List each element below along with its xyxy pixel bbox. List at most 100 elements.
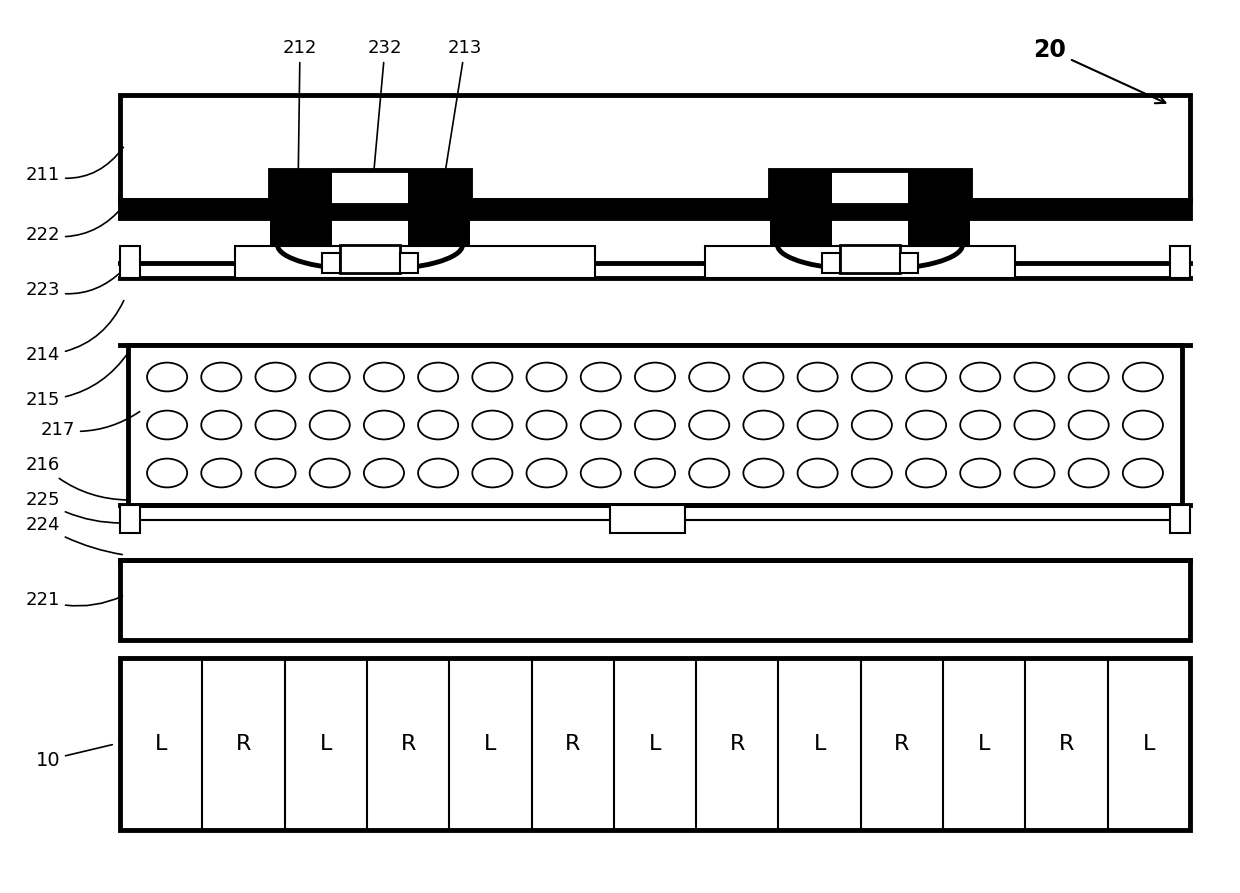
- Bar: [1171, 246, 1190, 278]
- Bar: [770, 170, 832, 255]
- Bar: [120, 246, 140, 278]
- Text: 212: 212: [283, 39, 317, 189]
- Bar: [236, 246, 595, 278]
- Text: 10: 10: [36, 745, 113, 770]
- Ellipse shape: [797, 411, 838, 439]
- Ellipse shape: [852, 459, 892, 488]
- Ellipse shape: [363, 363, 404, 391]
- Ellipse shape: [201, 459, 242, 488]
- Bar: [900, 253, 918, 273]
- Ellipse shape: [201, 363, 242, 391]
- Ellipse shape: [418, 459, 459, 488]
- Bar: [120, 658, 1190, 830]
- Text: 214: 214: [26, 301, 124, 364]
- Ellipse shape: [472, 459, 512, 488]
- Text: R: R: [1059, 734, 1074, 754]
- Text: 215: 215: [26, 353, 129, 409]
- Bar: [128, 345, 1182, 505]
- Ellipse shape: [1069, 459, 1109, 488]
- Text: L: L: [649, 734, 661, 754]
- Ellipse shape: [852, 363, 892, 391]
- Text: 217: 217: [41, 412, 140, 439]
- Ellipse shape: [635, 459, 675, 488]
- Ellipse shape: [1069, 411, 1109, 439]
- Ellipse shape: [580, 411, 621, 439]
- Ellipse shape: [797, 363, 838, 391]
- Ellipse shape: [148, 363, 187, 391]
- Bar: [822, 253, 839, 273]
- Text: R: R: [729, 734, 745, 754]
- Text: L: L: [813, 734, 826, 754]
- Ellipse shape: [1123, 363, 1163, 391]
- Bar: [706, 246, 1016, 278]
- Ellipse shape: [310, 411, 350, 439]
- Bar: [120, 95, 1190, 200]
- Bar: [120, 505, 140, 533]
- Ellipse shape: [906, 459, 946, 488]
- Ellipse shape: [255, 363, 295, 391]
- Ellipse shape: [1014, 459, 1054, 488]
- Ellipse shape: [689, 459, 729, 488]
- Text: L: L: [1142, 734, 1154, 754]
- Ellipse shape: [310, 363, 350, 391]
- Ellipse shape: [255, 459, 295, 488]
- Text: R: R: [565, 734, 580, 754]
- Ellipse shape: [472, 363, 512, 391]
- Ellipse shape: [148, 459, 187, 488]
- Ellipse shape: [1069, 363, 1109, 391]
- Ellipse shape: [689, 411, 729, 439]
- Ellipse shape: [689, 363, 729, 391]
- Bar: [1171, 505, 1190, 533]
- Ellipse shape: [310, 459, 350, 488]
- Ellipse shape: [201, 411, 242, 439]
- Ellipse shape: [960, 411, 1001, 439]
- Ellipse shape: [743, 459, 784, 488]
- Bar: [908, 170, 970, 255]
- Text: L: L: [978, 734, 991, 754]
- Ellipse shape: [418, 411, 459, 439]
- Text: 221: 221: [26, 591, 123, 609]
- Bar: [401, 253, 418, 273]
- Ellipse shape: [906, 363, 946, 391]
- Ellipse shape: [148, 411, 187, 439]
- Ellipse shape: [906, 411, 946, 439]
- Text: 222: 222: [26, 206, 123, 244]
- Ellipse shape: [852, 411, 892, 439]
- Text: 232: 232: [368, 39, 402, 189]
- Bar: [120, 560, 1190, 640]
- Ellipse shape: [580, 459, 621, 488]
- Ellipse shape: [1123, 459, 1163, 488]
- Ellipse shape: [255, 411, 295, 439]
- Ellipse shape: [635, 411, 675, 439]
- Ellipse shape: [1123, 411, 1163, 439]
- Text: L: L: [320, 734, 332, 754]
- Ellipse shape: [1014, 363, 1054, 391]
- Text: L: L: [155, 734, 167, 754]
- Text: 211: 211: [26, 147, 124, 184]
- Bar: [270, 170, 470, 205]
- Ellipse shape: [1014, 411, 1054, 439]
- Text: R: R: [401, 734, 415, 754]
- Ellipse shape: [743, 411, 784, 439]
- Ellipse shape: [363, 411, 404, 439]
- Ellipse shape: [527, 363, 567, 391]
- Bar: [839, 245, 900, 273]
- Text: 225: 225: [26, 491, 123, 523]
- Ellipse shape: [580, 363, 621, 391]
- Bar: [610, 505, 684, 533]
- Ellipse shape: [527, 411, 567, 439]
- Ellipse shape: [363, 459, 404, 488]
- Text: 213: 213: [443, 39, 482, 189]
- Bar: [322, 253, 340, 273]
- Text: R: R: [894, 734, 910, 754]
- Bar: [120, 200, 1190, 218]
- Ellipse shape: [960, 459, 1001, 488]
- Ellipse shape: [472, 411, 512, 439]
- Ellipse shape: [635, 363, 675, 391]
- Bar: [120, 218, 1190, 263]
- Text: 20: 20: [1034, 38, 1166, 104]
- Ellipse shape: [418, 363, 459, 391]
- Ellipse shape: [797, 459, 838, 488]
- Ellipse shape: [960, 363, 1001, 391]
- Bar: [408, 170, 470, 255]
